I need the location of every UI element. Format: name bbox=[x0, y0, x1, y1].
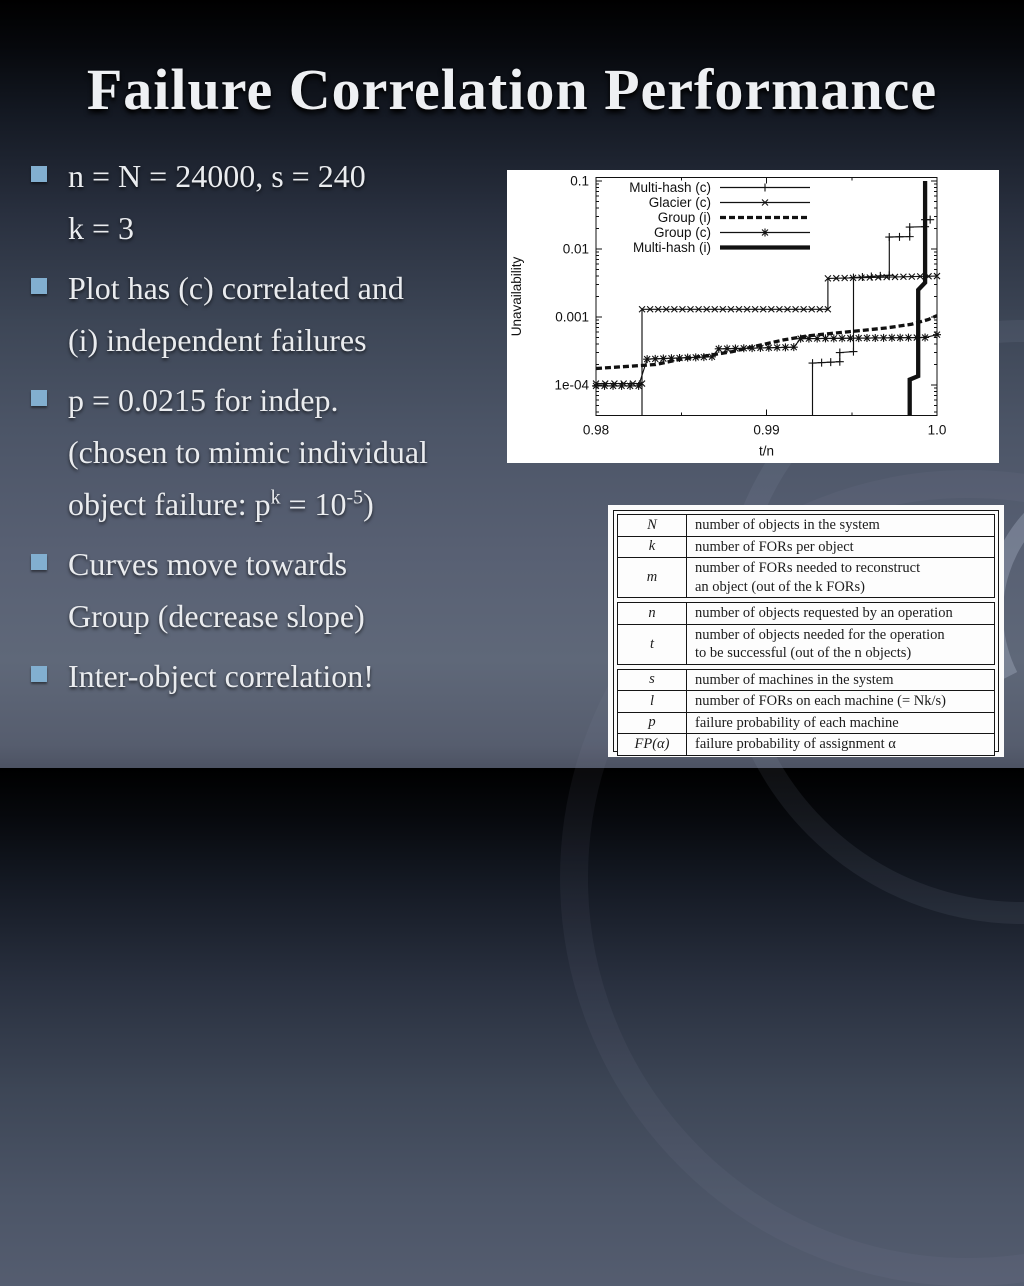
table-symbol-cell: m bbox=[618, 558, 687, 597]
y-axis-label: Unavailability bbox=[509, 256, 524, 336]
table-description-cell: number of objects needed for the operati… bbox=[695, 626, 945, 662]
x-axis-label: t/n bbox=[759, 444, 774, 459]
chart-axes: 0.1 0.01 0.001 1e-04 0.98 0.99 1.0 bbox=[554, 174, 946, 438]
page-title: Failure Correlation Performance bbox=[86, 57, 938, 122]
legend-label: Group (i) bbox=[658, 210, 711, 225]
table-group: n number of objects requested by an opera… bbox=[617, 602, 995, 665]
table-symbol-cell: t bbox=[618, 624, 687, 664]
table-row: t number of objects needed for the operat… bbox=[618, 623, 994, 664]
table-symbol-cell: l bbox=[618, 691, 687, 712]
table-row: FP(α) failure probability of assignment α bbox=[618, 733, 994, 755]
table-description-cell: number of objects in the system bbox=[695, 517, 880, 533]
table-group: s number of machines in the system l number… bbox=[617, 668, 995, 756]
table-symbol-cell: FP(α) bbox=[618, 734, 687, 755]
chart-legend: Multi-hash (c)Glacier (c)Group (i)Group … bbox=[629, 180, 810, 255]
legend-label: Group (c) bbox=[654, 225, 711, 240]
legend-label: Glacier (c) bbox=[649, 195, 711, 210]
table-row: m number of FORs needed to reconstruct an… bbox=[618, 557, 994, 597]
bullet-square-icon bbox=[31, 166, 47, 182]
table-description-cell: number of objects requested by an operat… bbox=[695, 605, 953, 621]
table-row: l number of FORs on each machine (= Nk/s) bbox=[618, 690, 994, 712]
table-symbol-cell: N bbox=[618, 515, 687, 536]
table-description-cell: number of FORs on each machine (= Nk/s) bbox=[695, 693, 946, 709]
y-tick-label: 0.001 bbox=[555, 310, 589, 325]
x-tick-label: 1.0 bbox=[928, 423, 947, 438]
table-row: k number of FORs per object bbox=[618, 535, 994, 557]
chart-series-Group (c) bbox=[592, 330, 941, 390]
bullet-square-icon bbox=[31, 666, 47, 682]
bullet-text-line: object failure: pk = 10-5) bbox=[68, 486, 374, 522]
unavailability-chart: 0.1 0.01 0.001 1e-04 0.98 0.99 1.0 t/n Unavailab… bbox=[509, 174, 946, 459]
table-symbol-cell: n bbox=[618, 603, 687, 624]
bullet-item: Inter-object correlation! bbox=[26, 650, 514, 702]
bullet-square-icon bbox=[31, 278, 47, 294]
legend-label: Multi-hash (i) bbox=[633, 240, 711, 255]
bullet-text-line: Inter-object correlation! bbox=[68, 658, 374, 694]
bullet-text-line: (i) independent failures bbox=[68, 322, 367, 358]
bullet-item: Curves move towards Group (decrease slope… bbox=[26, 538, 514, 642]
y-tick-label: 1e-04 bbox=[554, 378, 589, 393]
bullet-item: p = 0.0215 for indep. (chosen to mimic in… bbox=[26, 374, 514, 530]
chart-series-Group (i) bbox=[595, 314, 938, 371]
table-symbol-cell: p bbox=[618, 712, 687, 733]
table-description-cell: number of FORs per object bbox=[695, 538, 854, 555]
bullet-text-line: (chosen to mimic individual bbox=[68, 434, 428, 470]
table-symbol-cell: s bbox=[618, 669, 687, 690]
bullet-text-line: Plot has (c) correlated and bbox=[68, 270, 404, 306]
bullet-item: n = N = 24000, s = 240 k = 3 bbox=[26, 150, 514, 254]
bullet-text-line: n = N = 24000, s = 240 bbox=[68, 158, 366, 194]
table-symbol-cell: k bbox=[618, 536, 687, 557]
x-tick-label: 0.98 bbox=[583, 423, 609, 438]
bullet-item: Plot has (c) correlated and (i) independe… bbox=[26, 262, 514, 366]
bullet-square-icon bbox=[31, 554, 47, 570]
chart-series-Multi-hash (c) bbox=[808, 215, 935, 416]
bullet-list: n = N = 24000, s = 240 k = 3 Plot has (c) … bbox=[26, 150, 514, 710]
bullet-square-icon bbox=[31, 390, 47, 406]
y-tick-label: 0.1 bbox=[570, 174, 589, 189]
legend-label: Multi-hash (c) bbox=[629, 180, 711, 195]
table-row: p failure probability of each machine bbox=[618, 711, 994, 733]
table-row: s number of machines in the system bbox=[618, 669, 994, 690]
bullet-text-line: k = 3 bbox=[68, 210, 135, 246]
chart-series-Multi-hash (i) bbox=[907, 181, 928, 416]
y-tick-label: 0.01 bbox=[563, 242, 589, 257]
unavailability-chart-panel: 0.1 0.01 0.001 1e-04 0.98 0.99 1.0 t/n Unavailab… bbox=[507, 170, 999, 463]
x-tick-label: 0.99 bbox=[753, 423, 779, 438]
table-description-cell: number of machines in the system bbox=[695, 671, 894, 688]
bullet-text-line: Group (decrease slope) bbox=[68, 598, 365, 634]
table-description-cell: failure probability of assignment α bbox=[695, 736, 896, 752]
table-description-cell: failure probability of each machine bbox=[695, 714, 899, 731]
bullet-text-line: p = 0.0215 for indep. bbox=[68, 382, 339, 418]
table-row: n number of objects requested by an opera… bbox=[618, 603, 994, 624]
table-description-cell: number of FORs needed to reconstruct an … bbox=[695, 560, 921, 595]
bullet-text-line: Curves move towards bbox=[68, 546, 348, 582]
